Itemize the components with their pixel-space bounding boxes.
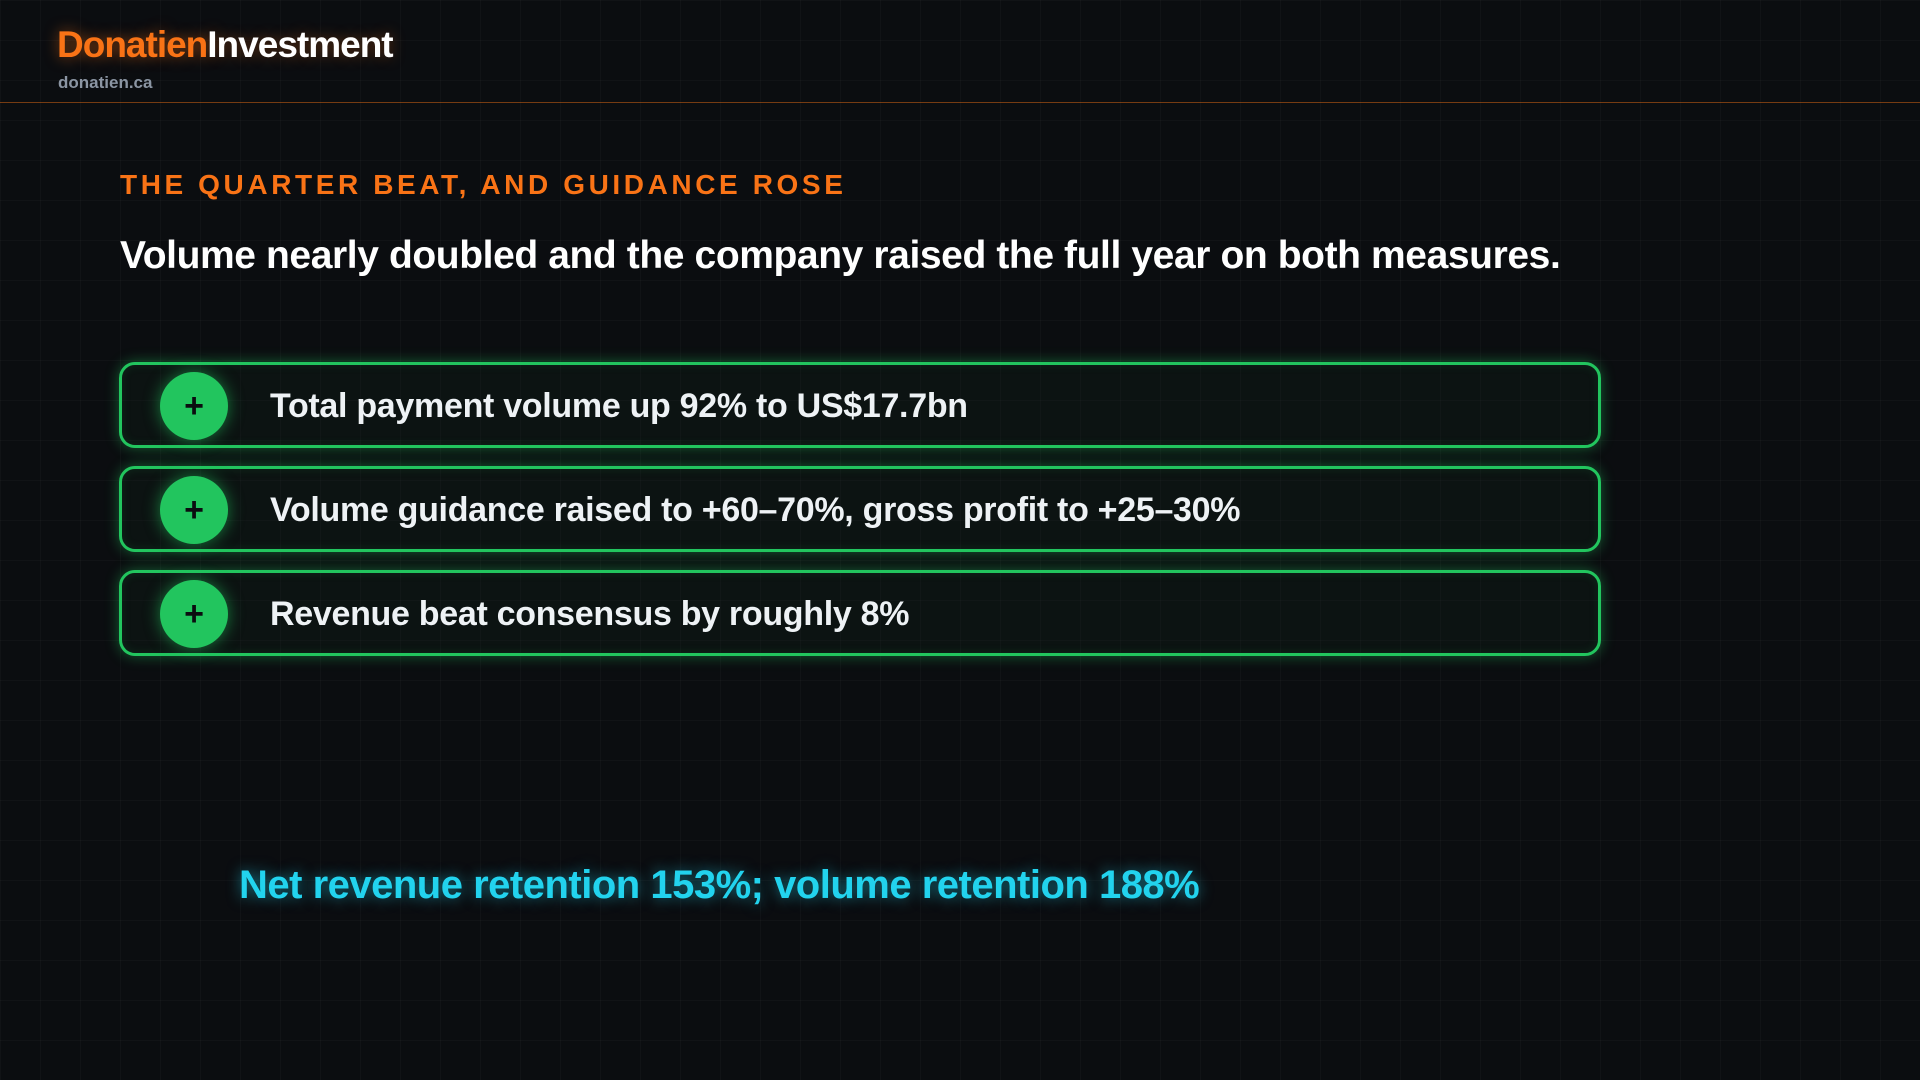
- highlight-item: + Revenue beat consensus by roughly 8%: [119, 570, 1601, 656]
- highlight-text: Volume guidance raised to +60–70%, gross…: [270, 491, 1241, 529]
- highlight-text: Total payment volume up 92% to US$17.7bn: [270, 387, 968, 425]
- retention-callout: Net revenue retention 153%; volume reten…: [239, 863, 1200, 907]
- brand-name-primary: Donatien: [57, 24, 208, 65]
- brand-name-secondary: Investment: [207, 24, 393, 65]
- highlight-text: Revenue beat consensus by roughly 8%: [270, 595, 910, 633]
- highlight-item: + Total payment volume up 92% to US$17.7…: [119, 362, 1601, 448]
- plus-icon: +: [160, 476, 228, 544]
- site-url: donatien.ca: [58, 73, 153, 92]
- section-kicker: THE QUARTER BEAT, AND GUIDANCE ROSE: [120, 169, 847, 200]
- slide-headline: Volume nearly doubled and the company ra…: [120, 234, 1561, 277]
- header: DonatienInvestment donatien.ca: [0, 0, 1920, 103]
- plus-icon: +: [160, 372, 228, 440]
- brand-logo[interactable]: DonatienInvestment: [57, 24, 394, 66]
- plus-icon: +: [160, 580, 228, 648]
- highlight-item: + Volume guidance raised to +60–70%, gro…: [119, 466, 1601, 552]
- highlights-list: + Total payment volume up 92% to US$17.7…: [119, 362, 1601, 674]
